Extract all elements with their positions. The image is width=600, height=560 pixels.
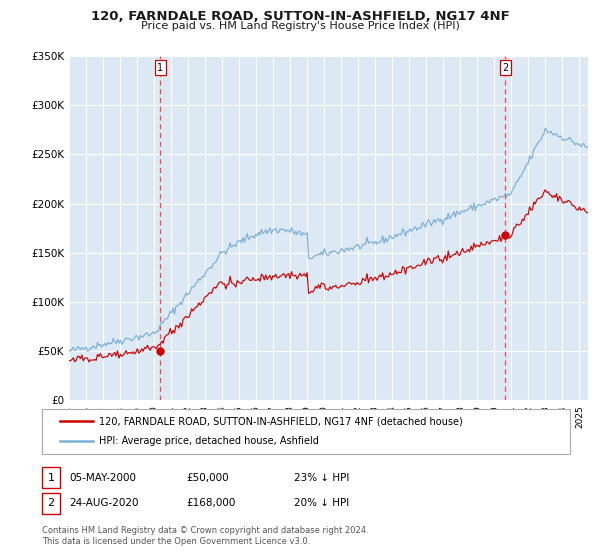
Text: 20% ↓ HPI: 20% ↓ HPI (294, 498, 349, 508)
Text: £168,000: £168,000 (186, 498, 235, 508)
Text: HPI: Average price, detached house, Ashfield: HPI: Average price, detached house, Ashf… (99, 436, 319, 446)
Text: 23% ↓ HPI: 23% ↓ HPI (294, 473, 349, 483)
Text: £50,000: £50,000 (186, 473, 229, 483)
Text: 2: 2 (47, 498, 55, 508)
Text: 120, FARNDALE ROAD, SUTTON-IN-ASHFIELD, NG17 4NF: 120, FARNDALE ROAD, SUTTON-IN-ASHFIELD, … (91, 10, 509, 23)
Text: Price paid vs. HM Land Registry's House Price Index (HPI): Price paid vs. HM Land Registry's House … (140, 21, 460, 31)
Text: 1: 1 (47, 473, 55, 483)
Text: 05-MAY-2000: 05-MAY-2000 (69, 473, 136, 483)
Text: 1: 1 (157, 63, 163, 73)
Text: Contains HM Land Registry data © Crown copyright and database right 2024.
This d: Contains HM Land Registry data © Crown c… (42, 526, 368, 546)
Text: 24-AUG-2020: 24-AUG-2020 (69, 498, 139, 508)
Text: 120, FARNDALE ROAD, SUTTON-IN-ASHFIELD, NG17 4NF (detached house): 120, FARNDALE ROAD, SUTTON-IN-ASHFIELD, … (99, 416, 463, 426)
Text: 2: 2 (502, 63, 509, 73)
